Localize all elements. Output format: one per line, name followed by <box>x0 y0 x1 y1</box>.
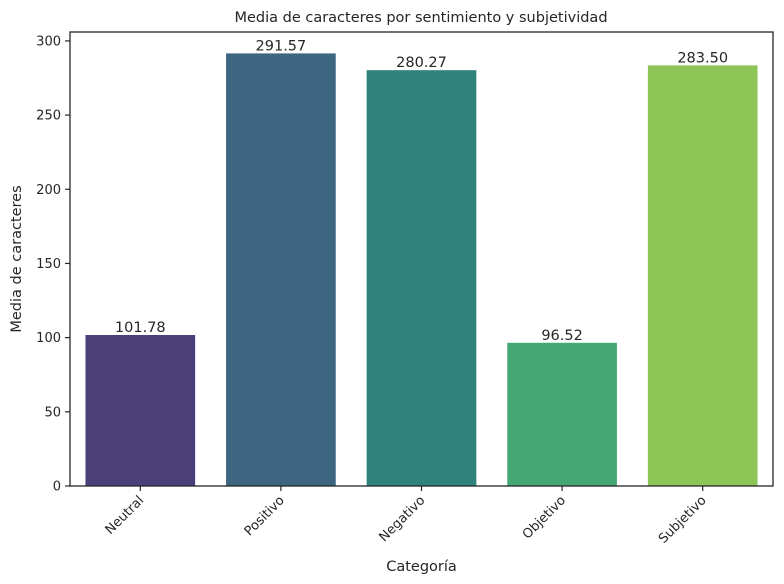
y-tick-label: 300 <box>36 34 61 49</box>
x-axis: Neutral Positivo Negativo Objetivo Subjetivo <box>103 486 710 547</box>
data-label-objetivo: 96.52 <box>541 328 583 344</box>
data-label-subjetivo: 283.50 <box>677 50 728 66</box>
data-label-negativo: 280.27 <box>396 55 447 71</box>
bar-objetivo <box>507 342 617 486</box>
y-tick-label: 200 <box>36 183 61 198</box>
bar-subjetivo <box>647 65 758 486</box>
x-tick-label-objetivo: Objetivo <box>520 493 569 542</box>
bar-positivo <box>226 53 336 487</box>
x-tick-label-positivo: Positivo <box>242 493 288 539</box>
y-tick-label: 50 <box>44 405 61 420</box>
bar-negativo <box>366 70 477 487</box>
bar-neutral <box>85 334 196 486</box>
data-label-neutral: 101.78 <box>115 320 166 336</box>
y-tick-label: 0 <box>53 480 61 495</box>
plot-frame <box>69 31 774 487</box>
x-tick-label-subjetivo: Subjetivo <box>656 493 710 547</box>
x-axis-label: Categoría <box>386 559 457 575</box>
y-tick-label: 150 <box>36 257 61 272</box>
bars-group <box>85 53 758 487</box>
x-tick-label-negativo: Negativo <box>376 493 428 545</box>
data-label-positivo: 291.57 <box>256 38 307 54</box>
y-tick-label: 100 <box>36 331 61 346</box>
chart-title: Media de caracteres por sentimiento y su… <box>234 10 607 26</box>
data-labels-group: 101.78 291.57 280.27 96.52 283.50 <box>115 38 728 343</box>
x-tick-label-neutral: Neutral <box>103 493 148 538</box>
y-axis: 0 50 100 150 200 250 300 <box>36 34 70 495</box>
y-axis-label: Media de caracteres <box>9 185 25 332</box>
y-tick-label: 250 <box>36 109 61 124</box>
